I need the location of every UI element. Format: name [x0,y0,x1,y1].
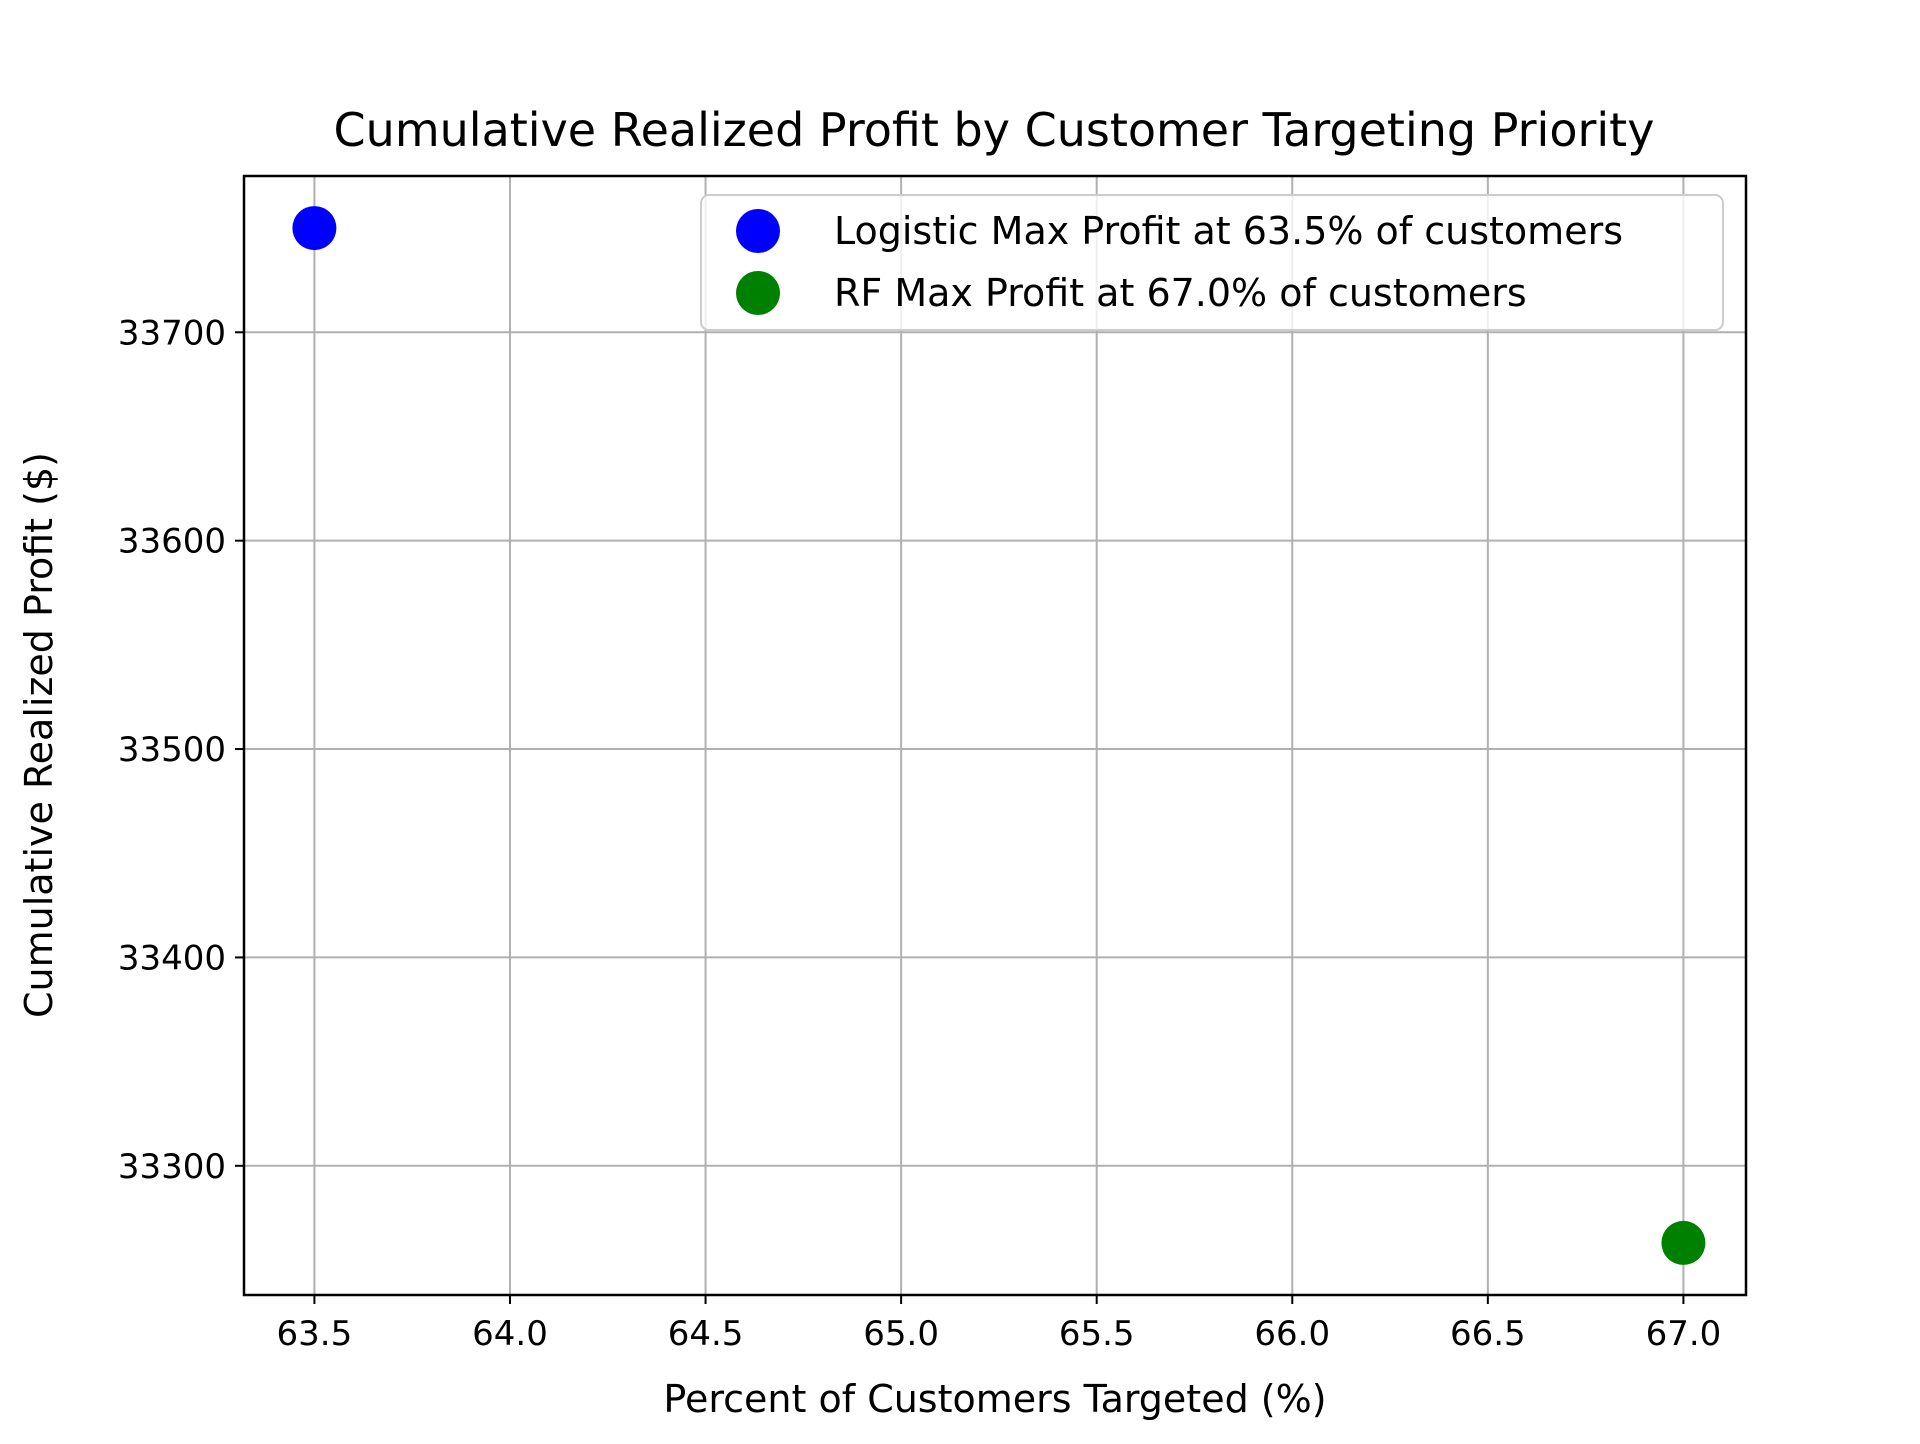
ticks-layer: 63.5 64.0 64.5 65.0 65.5 66.0 66.5 67.0 33300 334… [118,313,1721,1354]
x-tick-label: 67.0 [1646,1314,1722,1354]
y-tick-label: 33300 [118,1147,226,1187]
grid-layer [244,176,1746,1295]
x-tick-label: 66.0 [1254,1314,1330,1354]
legend: Logistic Max Profit at 63.5% of customer… [700,194,1724,331]
x-tick-label: 66.5 [1450,1314,1526,1354]
x-tick-label: 63.5 [277,1314,353,1354]
data-point-series-0 [292,206,337,251]
y-tick-label: 33500 [118,730,226,770]
legend-marker-series-0 [736,209,780,253]
y-tick-label: 33700 [118,313,226,353]
y-axis-label: Cumulative Realized Profit ($) [17,452,61,1018]
y-tick-label: 33600 [118,522,226,562]
legend-marker-series-1 [736,271,780,315]
plot-frame [242,174,1748,1297]
legend-label-series-1: RF Max Profit at 67.0% of customers [834,271,1527,315]
data-point-series-1 [1661,1220,1706,1265]
x-tick-label: 64.0 [472,1314,548,1354]
x-tick-label: 65.5 [1059,1314,1135,1354]
legend-label-series-0: Logistic Max Profit at 63.5% of customer… [834,209,1623,253]
legend-frame [700,194,1724,331]
points-layer [292,206,1706,1265]
x-axis-label: Percent of Customers Targeted (%) [663,1377,1326,1421]
x-tick-label: 64.5 [668,1314,744,1354]
legend-entries: Logistic Max Profit at 63.5% of customer… [736,209,1623,315]
chart-title: Cumulative Realized Profit by Customer T… [334,103,1655,157]
y-tick-label: 33400 [118,938,226,978]
x-tick-label: 65.0 [863,1314,939,1354]
